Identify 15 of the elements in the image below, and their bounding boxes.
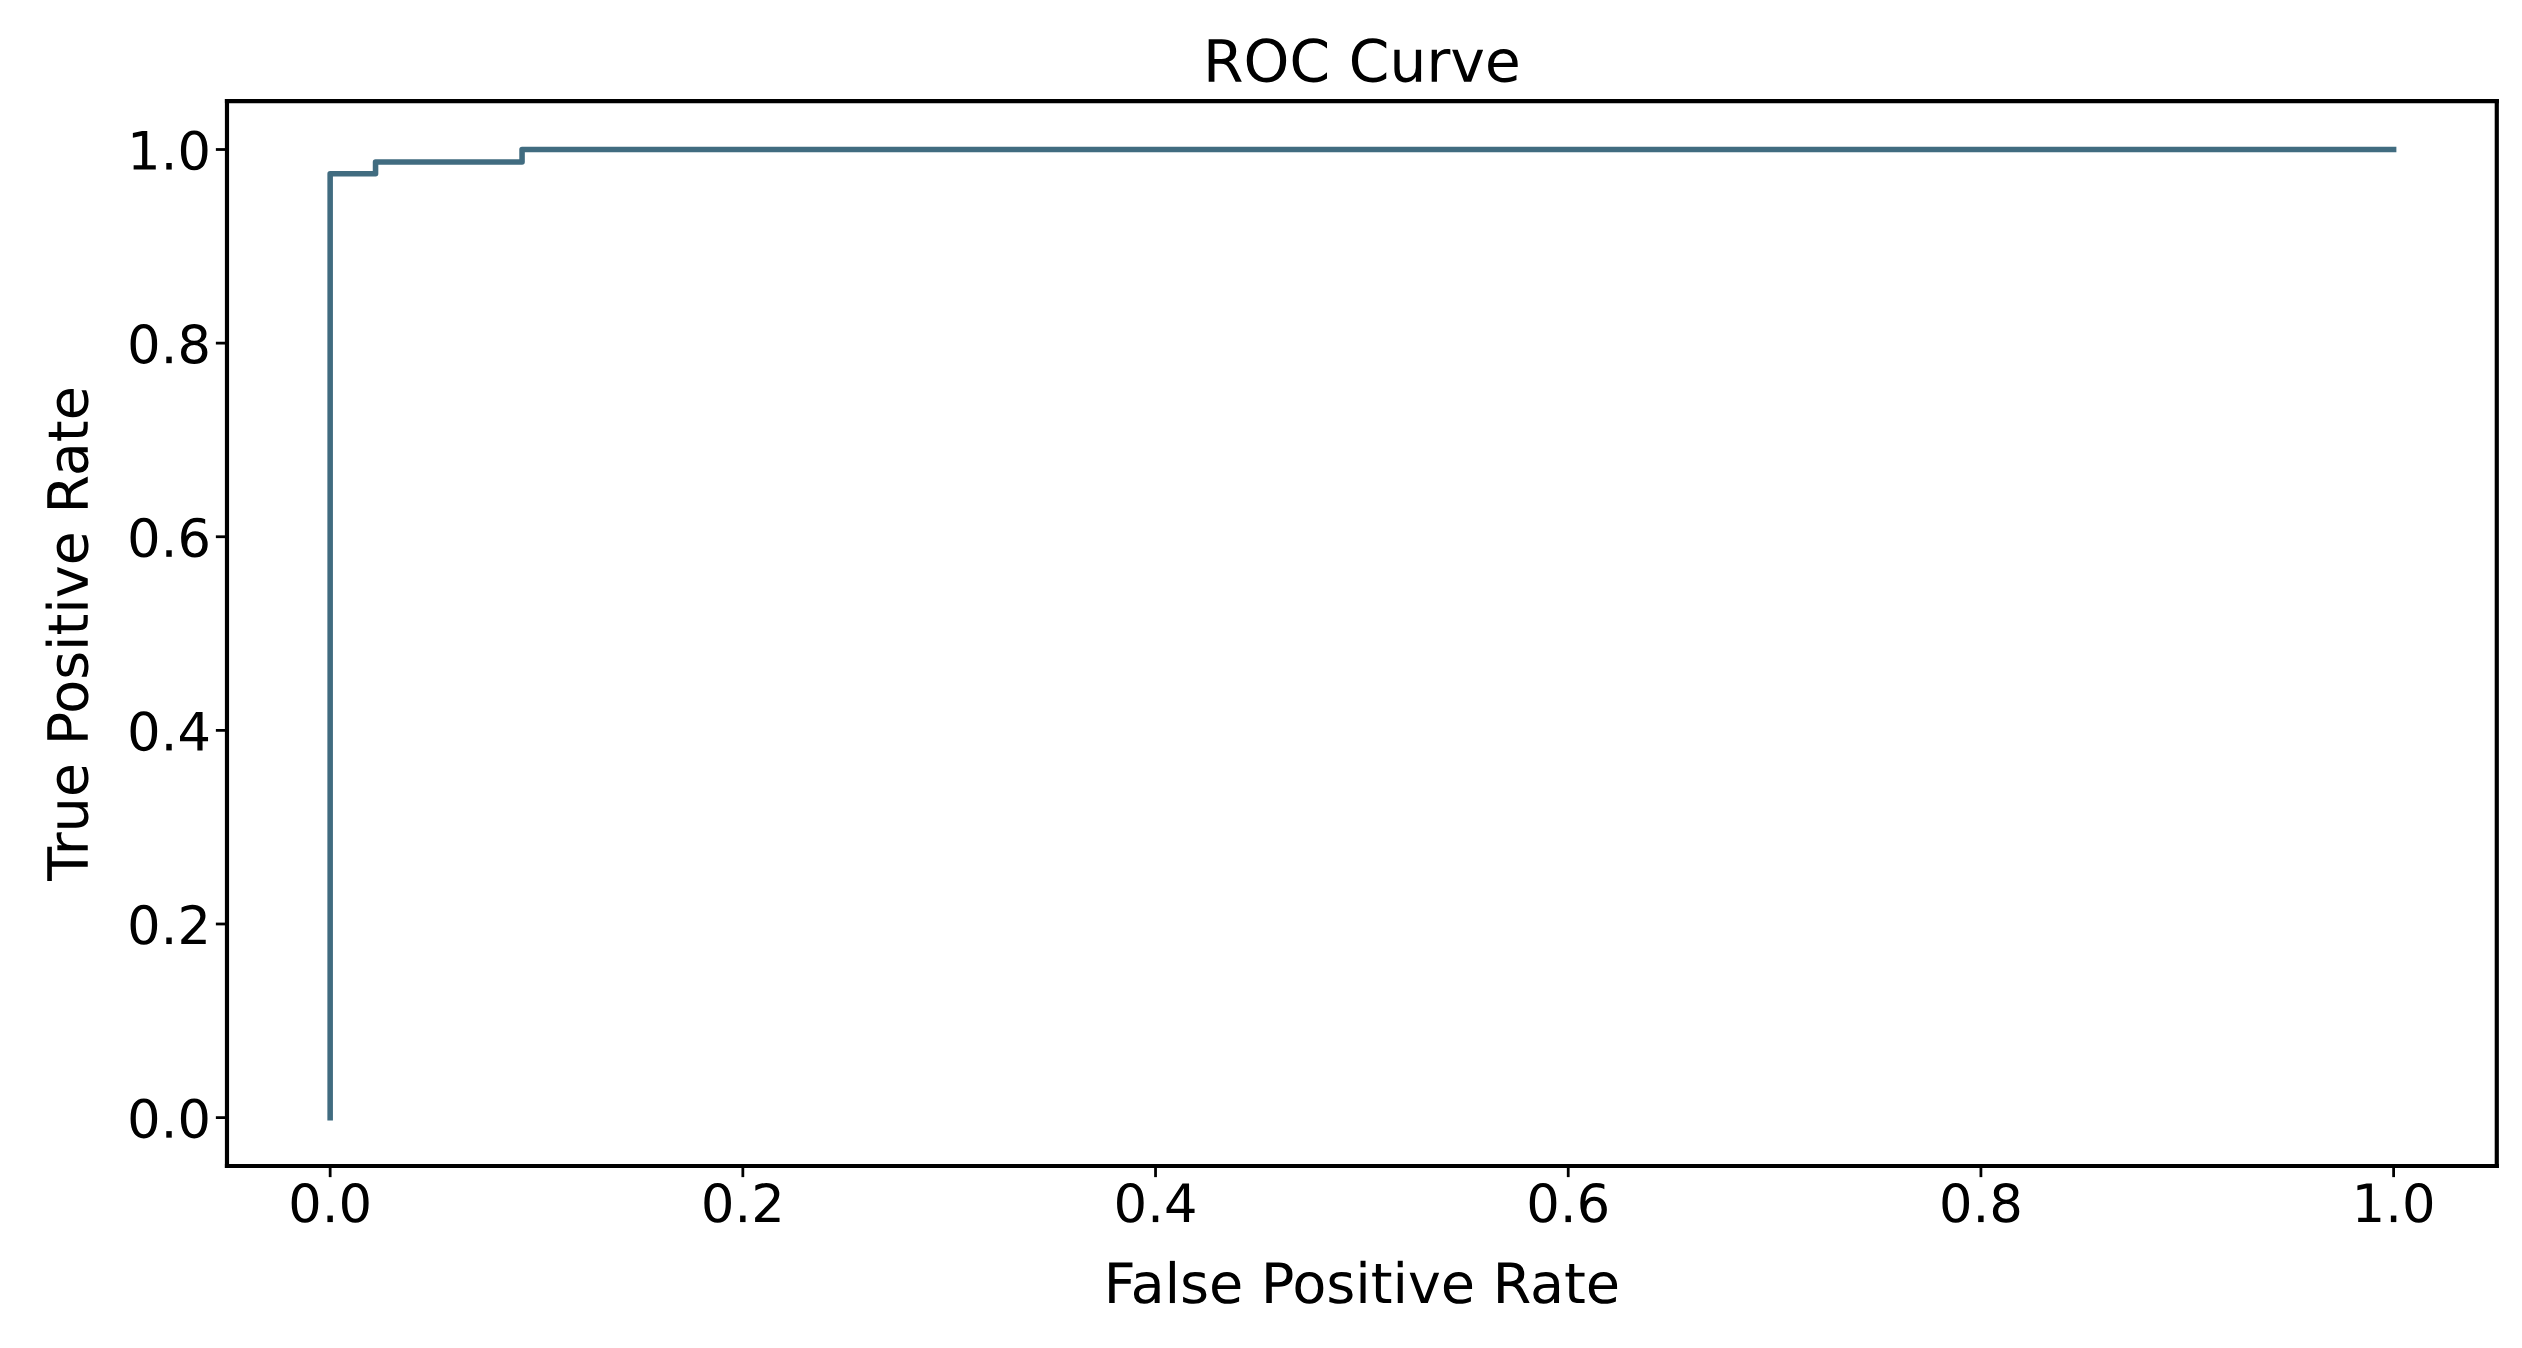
y-tick-label: 1.0 bbox=[132, 130, 208, 171]
x-tick-label: 0.4 bbox=[1117, 1182, 1195, 1223]
x-tick-label: 0.2 bbox=[704, 1182, 780, 1223]
y-axis-title: True Positive Rate bbox=[45, 389, 89, 882]
y-tick-label: 0.0 bbox=[130, 1098, 208, 1139]
y-tick-label: 0.6 bbox=[130, 517, 208, 558]
x-tick-label: 0.8 bbox=[1942, 1182, 2020, 1223]
x-tick-label: 0.6 bbox=[1529, 1182, 1607, 1223]
y-tick-label: 0.2 bbox=[130, 904, 206, 945]
x-tick-label: 0.0 bbox=[291, 1182, 369, 1223]
y-tick-label: 0.8 bbox=[130, 324, 208, 364]
chart-title: ROC Curve bbox=[1208, 38, 1518, 83]
y-tick-label: 0.4 bbox=[130, 711, 209, 752]
x-tick-label: 1.0 bbox=[2357, 1182, 2433, 1223]
x-axis-title: False Positive Rate bbox=[1109, 1260, 1618, 1304]
